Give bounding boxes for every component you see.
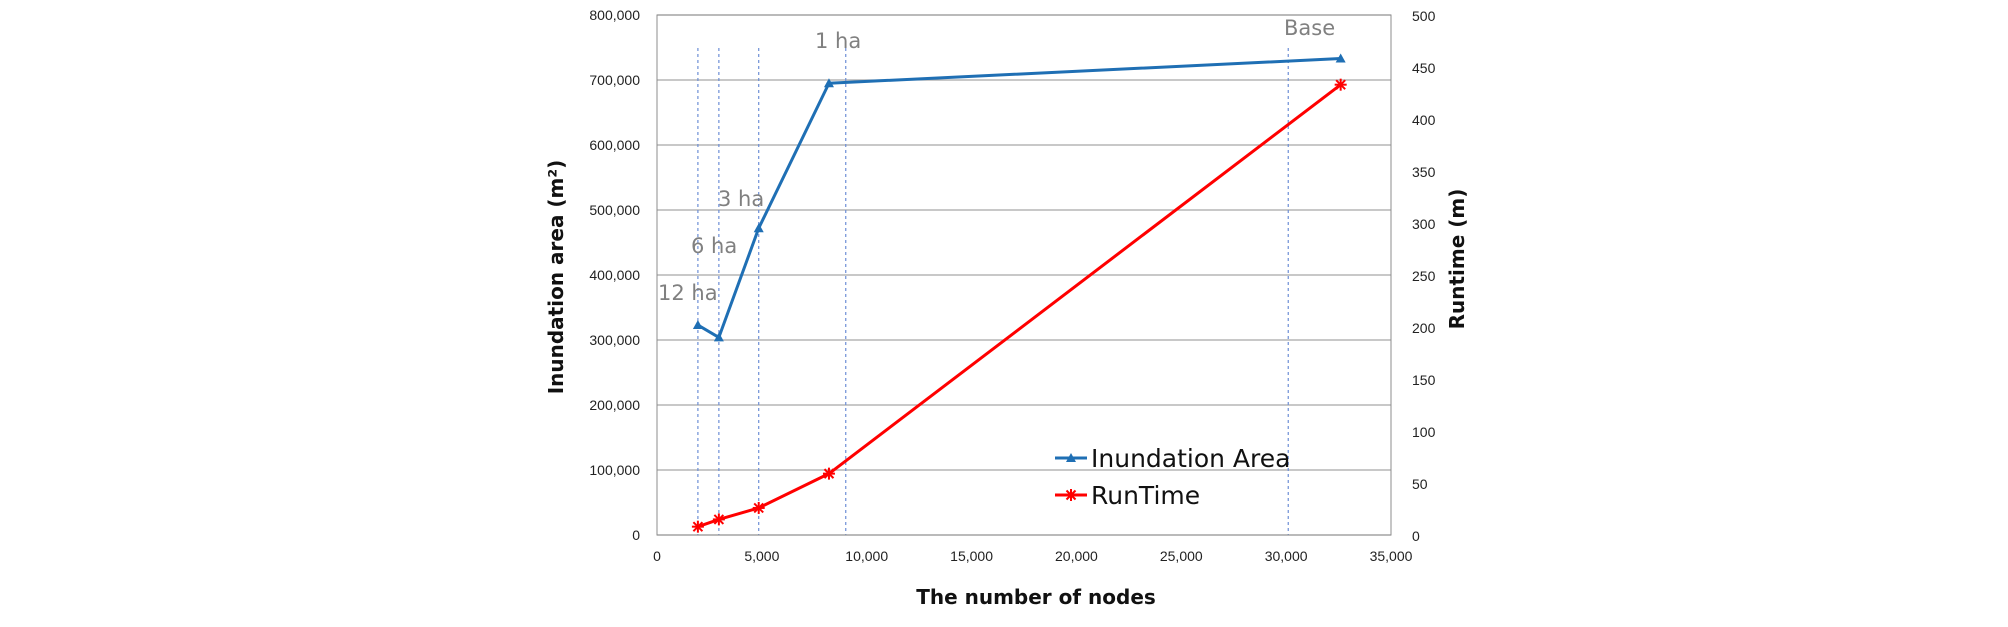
x-tick-label: 20,000 (1055, 548, 1098, 564)
runtime-point (712, 513, 725, 526)
inundation-area-point (753, 223, 764, 233)
legend-marker-runtime (1065, 489, 1077, 501)
y-right-tick-label: 150 (1412, 372, 1436, 388)
legend-marker-inundation-area (1066, 453, 1076, 462)
y-right-tick-label: 250 (1412, 268, 1436, 284)
annotations: 12 ha 6 ha 3 ha 1 ha Base (658, 16, 1335, 305)
runtime-point (1334, 78, 1347, 91)
legend-label-inundation-area: Inundation Area (1091, 444, 1290, 473)
y-right-tick-label: 500 (1412, 8, 1436, 24)
y-left-tick-label: 300,000 (589, 332, 640, 348)
y-right-tick-label: 300 (1412, 216, 1436, 232)
y-right-tick-label: 450 (1412, 60, 1436, 76)
resolution-annotation: 3 ha (718, 187, 764, 211)
y-right-tick-label: 0 (1412, 528, 1420, 544)
y-right-tick-label: 350 (1412, 164, 1436, 180)
y-right-tick-label: 400 (1412, 112, 1436, 128)
runtime-point (822, 467, 835, 480)
y-right-tick-label: 50 (1412, 476, 1428, 492)
y-left-tick-label: 0 (632, 527, 640, 543)
legend-label-runtime: RunTime (1091, 481, 1200, 510)
x-tick-label: 10,000 (845, 548, 888, 564)
y-left-tick-label: 200,000 (589, 397, 640, 413)
x-axis-title: The number of nodes (916, 585, 1156, 609)
series-layer (691, 53, 1347, 533)
inundation-area-point (692, 320, 703, 330)
inundation-area-point (713, 332, 724, 342)
x-tick-label: 15,000 (950, 548, 993, 564)
y-right-tick-label: 100 (1412, 424, 1436, 440)
y-left-tick-label: 700,000 (589, 72, 640, 88)
y-left-tick-label: 500,000 (589, 202, 640, 218)
legend: Inundation Area RunTime (1055, 444, 1290, 510)
plot-frame (656, 14, 1392, 536)
x-tick-label: 25,000 (1160, 548, 1203, 564)
x-tick-label: 5,000 (744, 548, 779, 564)
resolution-annotation: Base (1284, 16, 1335, 40)
x-tick-label: 0 (653, 548, 661, 564)
y-left-tick-label: 800,000 (589, 7, 640, 23)
x-tick-label: 35,000 (1370, 548, 1413, 564)
y-left-tick-label: 100,000 (589, 462, 640, 478)
inundation-area-point (823, 78, 834, 88)
y-left-tick-label: 400,000 (589, 267, 640, 283)
tick-labels: 0 5,000 10,000 15,000 20,000 25,000 30,000 35,0… (589, 7, 1435, 564)
resolution-annotation: 12 ha (658, 281, 718, 305)
resolution-annotation: 6 ha (691, 234, 737, 258)
runtime-point (752, 501, 765, 514)
y-right-tick-label: 200 (1412, 320, 1436, 336)
runtime-point (691, 520, 704, 533)
x-tick-label: 30,000 (1265, 548, 1308, 564)
y-left-axis-title: Inundation area (m²) (544, 160, 568, 395)
inundation-area-point (1335, 53, 1346, 63)
y-right-axis-title: Runtime (m) (1445, 189, 1469, 330)
resolution-annotation: 1 ha (815, 29, 861, 53)
y-left-tick-label: 600,000 (589, 137, 640, 153)
